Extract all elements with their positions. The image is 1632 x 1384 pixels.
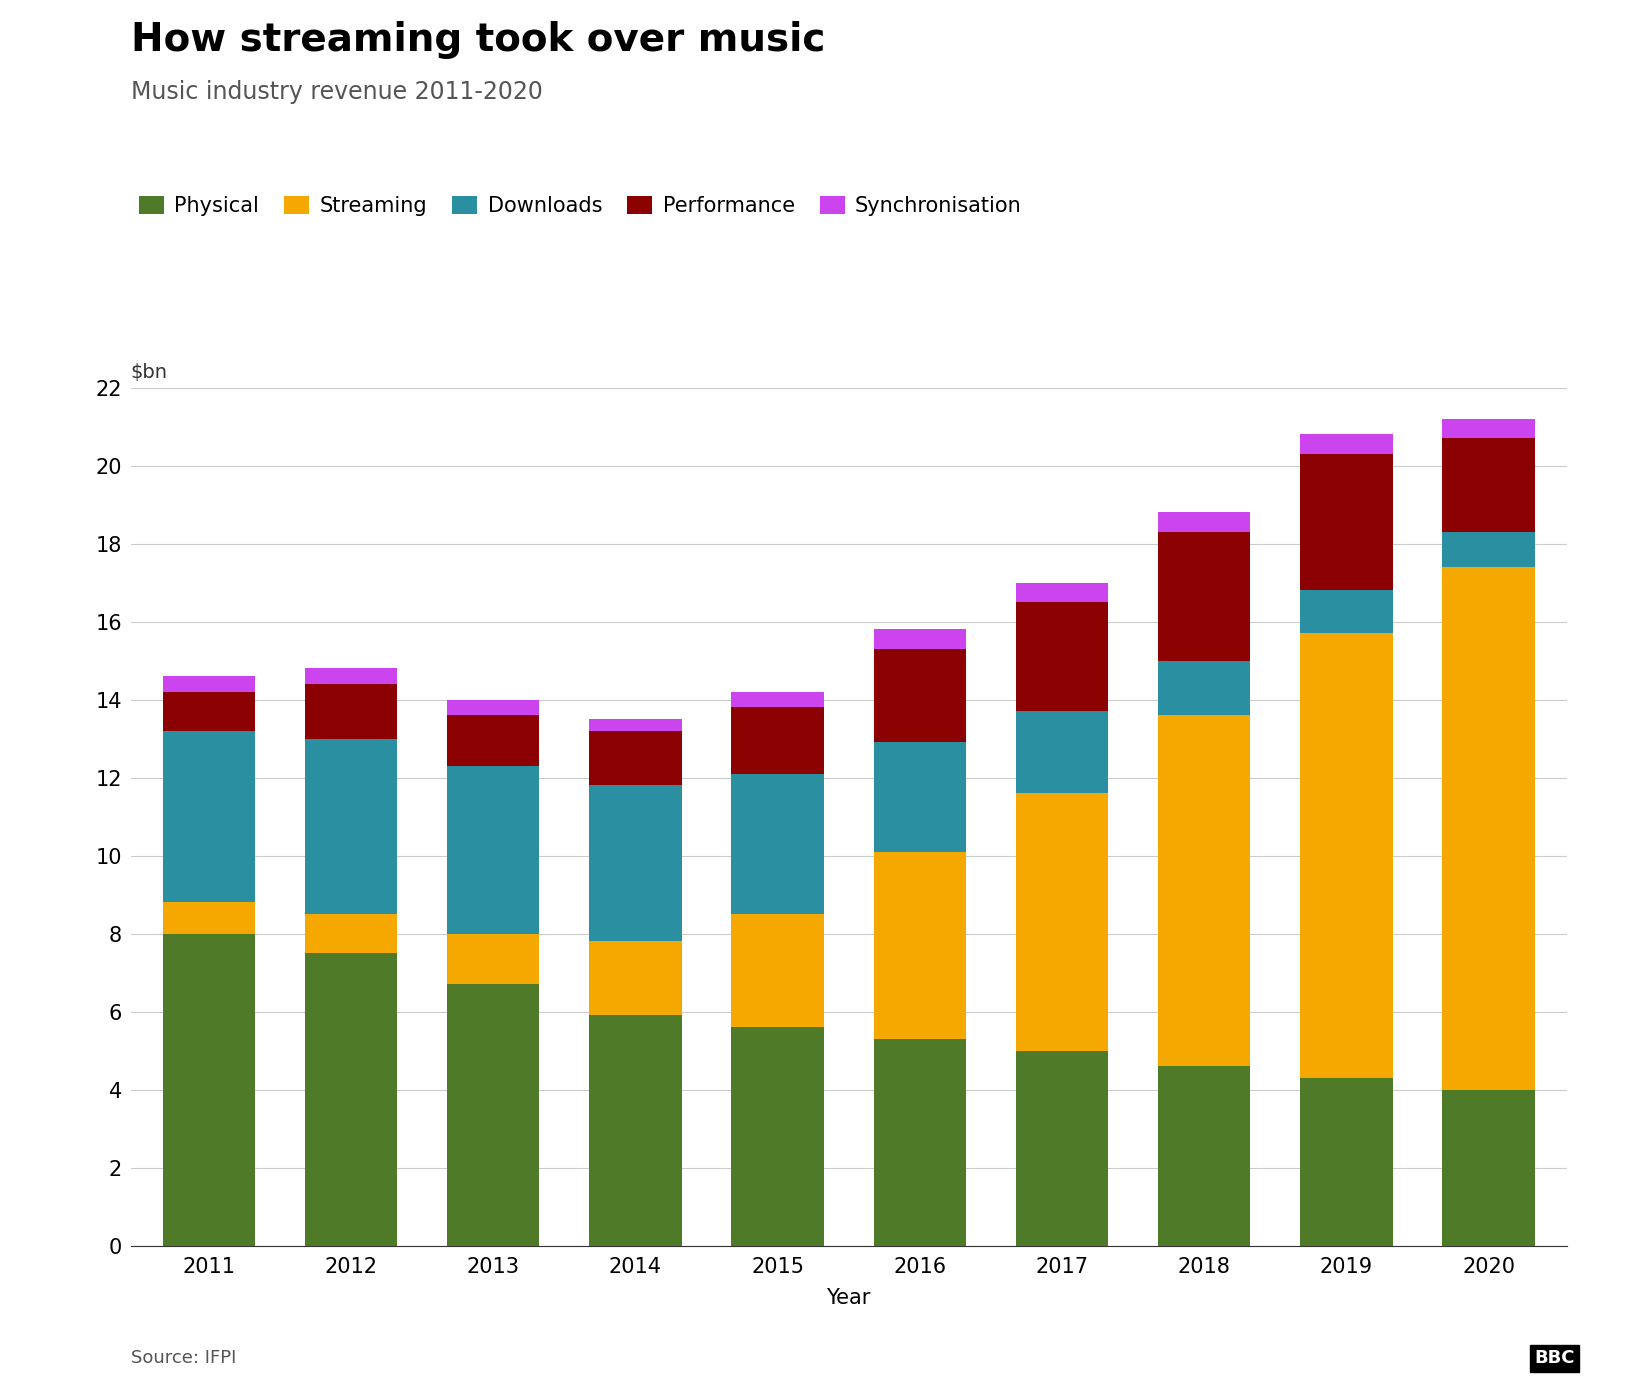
Bar bbox=[447, 716, 539, 765]
Bar bbox=[1443, 439, 1534, 531]
Bar bbox=[1015, 711, 1108, 793]
Bar bbox=[163, 677, 255, 692]
Text: How streaming took over music: How streaming took over music bbox=[131, 21, 824, 58]
Bar bbox=[447, 984, 539, 1246]
Bar bbox=[873, 649, 966, 742]
Bar bbox=[1159, 716, 1250, 1066]
Bar bbox=[163, 902, 255, 934]
X-axis label: Year: Year bbox=[826, 1289, 871, 1308]
Bar bbox=[1301, 1078, 1392, 1246]
Bar bbox=[1015, 1050, 1108, 1246]
Bar bbox=[1443, 419, 1534, 439]
Bar bbox=[731, 692, 824, 707]
Bar bbox=[1301, 591, 1392, 634]
Bar bbox=[1443, 531, 1534, 567]
Bar bbox=[589, 1016, 682, 1246]
Bar bbox=[447, 765, 539, 934]
Bar bbox=[1159, 1066, 1250, 1246]
Text: $bn: $bn bbox=[131, 363, 168, 382]
Bar bbox=[873, 851, 966, 1039]
Bar bbox=[1443, 1089, 1534, 1246]
Bar bbox=[731, 707, 824, 774]
Bar bbox=[1159, 660, 1250, 716]
Bar bbox=[1443, 567, 1534, 1089]
Bar bbox=[589, 720, 682, 731]
Text: Music industry revenue 2011-2020: Music industry revenue 2011-2020 bbox=[131, 80, 542, 104]
Bar bbox=[589, 941, 682, 1016]
Bar bbox=[1015, 583, 1108, 602]
Bar bbox=[1301, 634, 1392, 1078]
Bar bbox=[589, 731, 682, 785]
Bar bbox=[873, 742, 966, 851]
Legend: Physical, Streaming, Downloads, Performance, Synchronisation: Physical, Streaming, Downloads, Performa… bbox=[131, 187, 1030, 224]
Bar bbox=[447, 934, 539, 984]
Bar bbox=[1301, 454, 1392, 591]
Bar bbox=[447, 699, 539, 716]
Bar bbox=[305, 954, 397, 1246]
Bar bbox=[305, 668, 397, 684]
Bar bbox=[305, 739, 397, 913]
Bar bbox=[1159, 531, 1250, 660]
Bar bbox=[1015, 793, 1108, 1050]
Bar bbox=[1159, 512, 1250, 531]
Bar bbox=[1301, 435, 1392, 454]
Bar bbox=[163, 731, 255, 902]
Bar bbox=[731, 774, 824, 913]
Bar bbox=[305, 684, 397, 739]
Bar bbox=[305, 913, 397, 954]
Bar bbox=[731, 913, 824, 1027]
Text: BBC: BBC bbox=[1534, 1349, 1575, 1367]
Bar bbox=[873, 1039, 966, 1246]
Text: Source: IFPI: Source: IFPI bbox=[131, 1349, 237, 1367]
Bar bbox=[589, 785, 682, 941]
Bar bbox=[163, 934, 255, 1246]
Bar bbox=[873, 630, 966, 649]
Bar bbox=[731, 1027, 824, 1246]
Bar bbox=[163, 692, 255, 731]
Bar bbox=[1015, 602, 1108, 711]
